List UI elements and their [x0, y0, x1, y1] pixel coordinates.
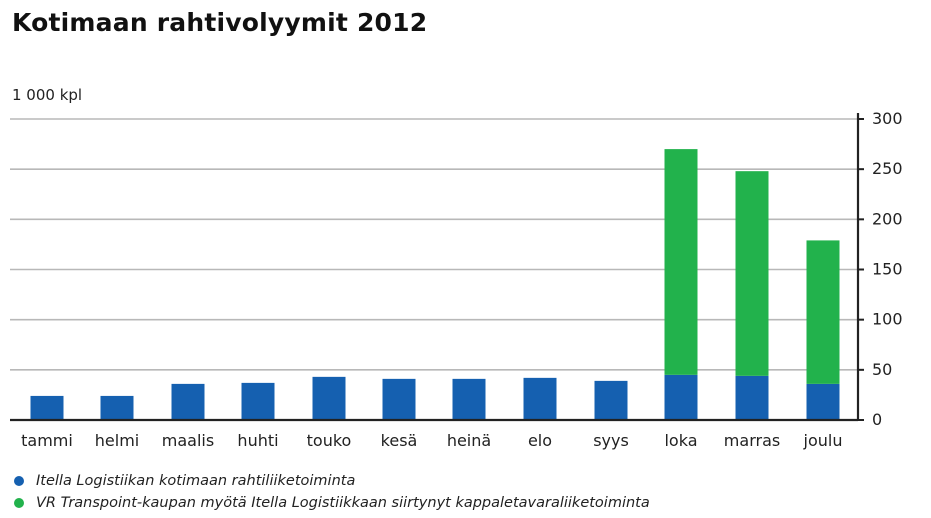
y-tick-label-50: 50	[872, 360, 892, 379]
bar-elo-series-1	[523, 377, 557, 420]
bar-maalis-series-1	[171, 383, 205, 420]
bar-huhti-series-1	[241, 382, 275, 420]
x-tick-label-joulu: joulu	[803, 431, 843, 450]
y-tick-label-100: 100	[872, 310, 903, 329]
x-tick-label-touko: touko	[307, 431, 352, 450]
bar-joulu-series-1	[806, 383, 840, 420]
y-tick-label-300: 300	[872, 109, 903, 128]
bar-marras-series-1	[735, 375, 769, 420]
y-axis: 0 50 100 150 200 250 300	[10, 109, 903, 429]
x-tick-label-loka: loka	[664, 431, 697, 450]
gridlines	[10, 118, 858, 371]
bar-joulu-series-2	[806, 240, 840, 384]
legend-marker-green	[14, 498, 24, 508]
x-tick-label-tammi: tammi	[21, 431, 73, 450]
x-tick-label-maalis: maalis	[162, 431, 214, 450]
bar-loka-series-1	[664, 374, 698, 420]
bar-helmi-series-1	[100, 395, 134, 420]
y-tick-label-250: 250	[872, 159, 903, 178]
y-tick-label-0: 0	[872, 410, 882, 429]
x-tick-label-huhti: huhti	[237, 431, 278, 450]
y-axis-unit-label: 1 000 kpl	[12, 86, 83, 104]
y-tick-label-200: 200	[872, 209, 903, 228]
bar-tammi-series-1	[30, 395, 64, 420]
x-axis-labels: tammi helmi maalis huhti touko kesä heinä elo sy…	[21, 431, 842, 450]
chart-title: Kotimaan rahtivolyymit 2012	[12, 8, 428, 37]
x-tick-label-syys: syys	[593, 431, 629, 450]
bar-marras-series-2	[735, 171, 769, 376]
legend-marker-blue	[14, 476, 24, 486]
bar-kesä-series-1	[382, 378, 416, 420]
bar-touko-series-1	[312, 376, 346, 420]
bar-heinä-series-1	[452, 378, 486, 420]
x-tick-label-elo: elo	[528, 431, 552, 450]
legend-label-itella: Itella Logistiikan kotimaan rahtiliiketo…	[36, 473, 356, 489]
x-tick-label-marras: marras	[724, 431, 780, 450]
legend-item-vr-transpoint: VR Transpoint-kaupan myötä Itella Logist…	[14, 495, 650, 511]
bars	[30, 149, 840, 420]
x-tick-label-heinä: heinä	[447, 431, 491, 450]
x-tick-label-helmi: helmi	[95, 431, 139, 450]
x-tick-label-kesä: kesä	[381, 431, 418, 450]
bar-loka-series-2	[664, 149, 698, 375]
legend-label-vr-transpoint: VR Transpoint-kaupan myötä Itella Logist…	[36, 495, 650, 511]
y-tick-label-150: 150	[872, 260, 903, 279]
bar-syys-series-1	[594, 380, 628, 420]
legend-item-itella: Itella Logistiikan kotimaan rahtiliiketo…	[14, 473, 355, 489]
